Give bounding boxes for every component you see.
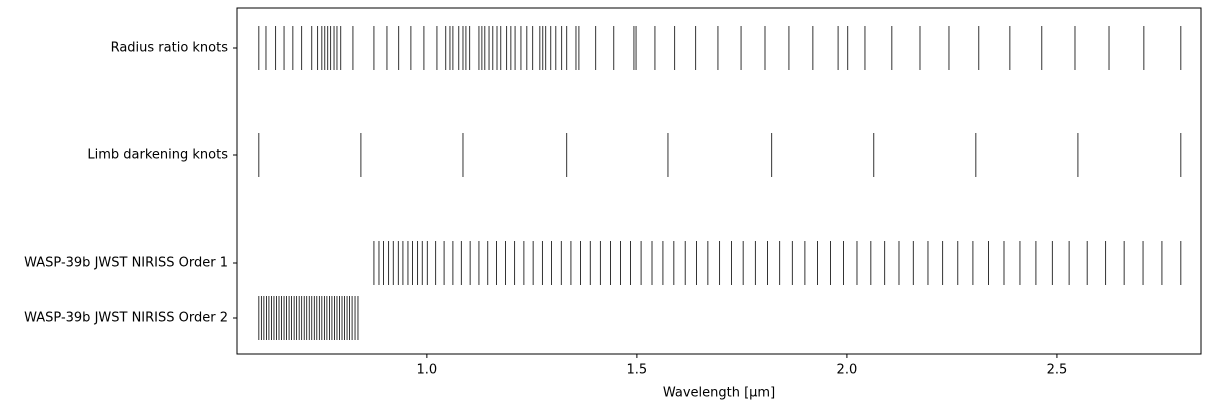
x-tick-label: 2.0: [837, 363, 858, 378]
x-tick-label: 1.0: [417, 363, 438, 378]
y-tick-label: Radius ratio knots: [111, 41, 229, 56]
x-tick-label: 1.5: [627, 363, 648, 378]
x-tick-label: 2.5: [1047, 363, 1068, 378]
y-tick-label: Limb darkening knots: [87, 148, 228, 163]
y-tick-label: WASP-39b JWST NIRISS Order 1: [24, 256, 228, 271]
y-tick-label: WASP-39b JWST NIRISS Order 2: [24, 311, 228, 326]
x-axis-label: Wavelength [μm]: [663, 386, 775, 401]
plot-frame: [236, 7, 1202, 355]
